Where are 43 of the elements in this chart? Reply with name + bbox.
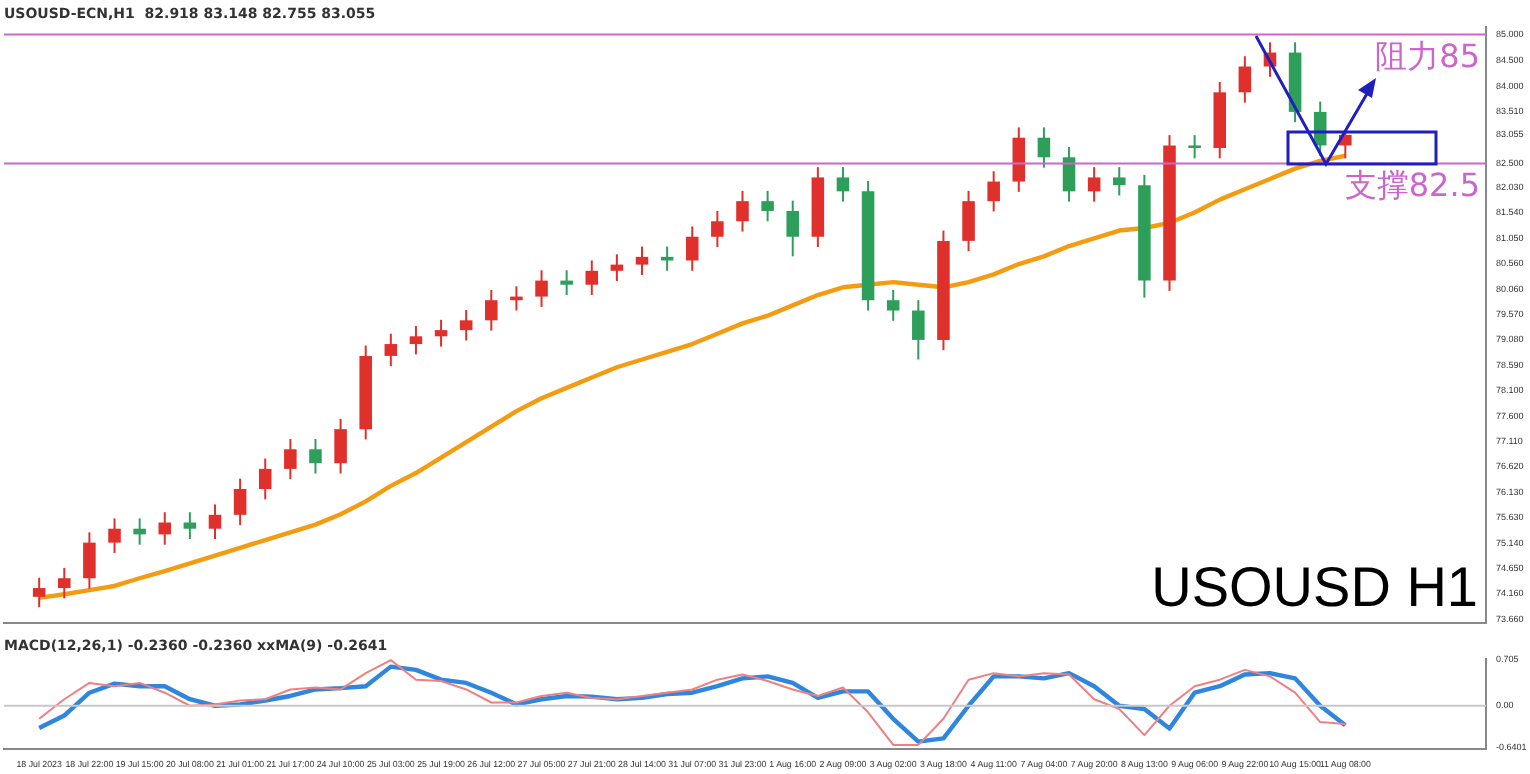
candlestick xyxy=(1062,145,1076,203)
candlestick xyxy=(409,324,423,356)
candlestick xyxy=(585,259,599,297)
candlestick xyxy=(685,225,699,272)
candlestick xyxy=(208,503,222,541)
candlestick xyxy=(836,166,850,203)
candlestick xyxy=(886,288,900,322)
candlestick xyxy=(434,318,448,348)
candlestick xyxy=(284,437,297,481)
candlestick xyxy=(459,309,473,342)
candlestick xyxy=(384,332,398,368)
candlestick xyxy=(309,437,322,475)
candlestick xyxy=(535,269,548,308)
candlestick xyxy=(1238,55,1252,104)
ref-line-label: 阻力85 xyxy=(1375,36,1480,75)
candlestick xyxy=(786,199,800,258)
candlestick xyxy=(560,269,573,297)
candlestick xyxy=(183,511,197,541)
candlestick xyxy=(1087,166,1101,203)
candlestick xyxy=(610,253,624,283)
ref-line-label: 支撑82.5 xyxy=(1344,165,1480,204)
annotation: USOUSD H1 xyxy=(1151,556,1478,619)
candlestick xyxy=(258,457,272,501)
candlestick xyxy=(58,566,71,600)
candlestick xyxy=(158,511,172,546)
candlestick xyxy=(485,288,498,332)
candlestick xyxy=(233,477,247,527)
candlestick xyxy=(761,189,774,223)
candlestick xyxy=(133,517,146,546)
candlestick xyxy=(962,189,975,253)
candlestick xyxy=(32,576,46,609)
candlestick xyxy=(987,170,1000,213)
candlestick xyxy=(912,299,925,361)
candlestick xyxy=(1037,126,1051,169)
candlestick xyxy=(635,245,649,276)
candlestick xyxy=(1188,134,1201,160)
candlestick xyxy=(334,417,347,475)
candlestick xyxy=(83,531,96,590)
candlestick xyxy=(711,209,724,249)
candlestick xyxy=(1012,126,1026,193)
candlestick xyxy=(1112,166,1126,197)
candlestick xyxy=(108,517,121,554)
candlestick xyxy=(736,189,749,233)
